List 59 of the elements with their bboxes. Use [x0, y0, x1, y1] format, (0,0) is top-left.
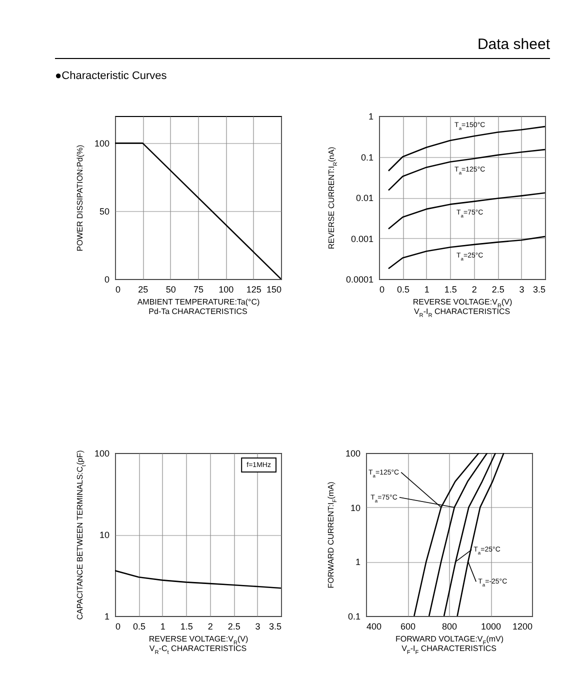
- y-tick-label: 100: [94, 138, 110, 149]
- x-tick-label: 0: [116, 622, 121, 632]
- x-tick-label: 100: [218, 284, 234, 294]
- x-tick-label: 2.5: [492, 284, 504, 294]
- line-series: [388, 236, 545, 270]
- x-tick-label: 1000: [480, 622, 502, 632]
- y-tick-label: 100: [345, 448, 360, 458]
- line-series: [388, 148, 545, 191]
- x-axis-title: REVERSE VOLTAGE:V$_{R}$(V): [148, 634, 248, 646]
- x-tick-label: 150: [266, 284, 282, 294]
- text: Data sheet: [477, 36, 550, 53]
- x-tick-label: 75: [193, 284, 204, 294]
- x-tick-label: 0: [116, 284, 121, 294]
- x-tick-label: 3.5: [268, 622, 282, 632]
- y-tick-label: 100: [94, 448, 110, 458]
- x-tick-label: 1200: [512, 622, 532, 632]
- y-tick-label: 10: [350, 502, 360, 513]
- text: Pd-Ta CHARACTERISTICS: [148, 307, 248, 316]
- x-tick-label: 1: [160, 622, 166, 632]
- x-axis-title: FORWARD VOLTAGE:V$_{F}$(mV): [395, 634, 504, 646]
- x-tick-label: 600: [400, 622, 416, 632]
- x-tick-label: 0.5: [132, 622, 146, 632]
- text: V$_{F}$-I$_{F}$ CHARACTERISTICS: [402, 644, 496, 656]
- y-tick-label: 0.1: [360, 152, 374, 162]
- y-tick-label: 50: [99, 206, 110, 217]
- x-tick-label: 3.5: [532, 284, 546, 294]
- y-tick-label: 1: [104, 612, 110, 622]
- x-tick-label: 125: [246, 284, 262, 294]
- line-series: [115, 570, 281, 589]
- y-tick-label: 10: [99, 530, 110, 540]
- x-tick-label: 1: [424, 284, 430, 294]
- x-axis-title: REVERSE VOLTAGE:V$_{R}$(V): [412, 298, 512, 310]
- y-axis-title: POWER DISSIPATION:Pd(%): [75, 144, 84, 252]
- x-tick-label: 800: [442, 622, 458, 632]
- y-tick-label: 1: [355, 557, 360, 568]
- x-tick-label: 3: [255, 622, 260, 632]
- x-tick-label: 2: [472, 284, 477, 294]
- y-tick-label: 0: [104, 274, 110, 284]
- y-tick-label: 0.0001: [346, 274, 374, 284]
- x-axis-title: AMBIENT TEMPERATURE:Ta(°C): [137, 298, 260, 306]
- line-series: [388, 126, 545, 172]
- x-tick-label: 0.5: [396, 284, 410, 294]
- text: V$_{R}$-I$_{R}$ CHARACTERISTICS: [414, 307, 510, 319]
- x-tick-label: 2: [208, 622, 213, 632]
- y-tick-label: 1: [368, 112, 374, 122]
- text: ●Characteristic Curves: [55, 70, 167, 82]
- x-tick-label: 3: [519, 284, 524, 294]
- x-tick-label: 50: [166, 284, 176, 294]
- y-tick-label: 0.01: [356, 193, 374, 203]
- x-tick-label: 2.5: [228, 622, 240, 632]
- x-tick-label: 1.5: [444, 284, 457, 294]
- x-tick-label: 1.5: [180, 622, 193, 632]
- y-tick-label: 0.1: [348, 612, 360, 622]
- text: V$_{R}$-C$_{t}$ CHARACTERISTICS: [149, 644, 247, 656]
- line-series: [388, 192, 545, 230]
- x-tick-label: 0: [380, 284, 385, 294]
- x-tick-label: 400: [366, 622, 382, 632]
- y-tick-label: 0.001: [350, 234, 374, 244]
- x-tick-label: 25: [138, 284, 148, 294]
